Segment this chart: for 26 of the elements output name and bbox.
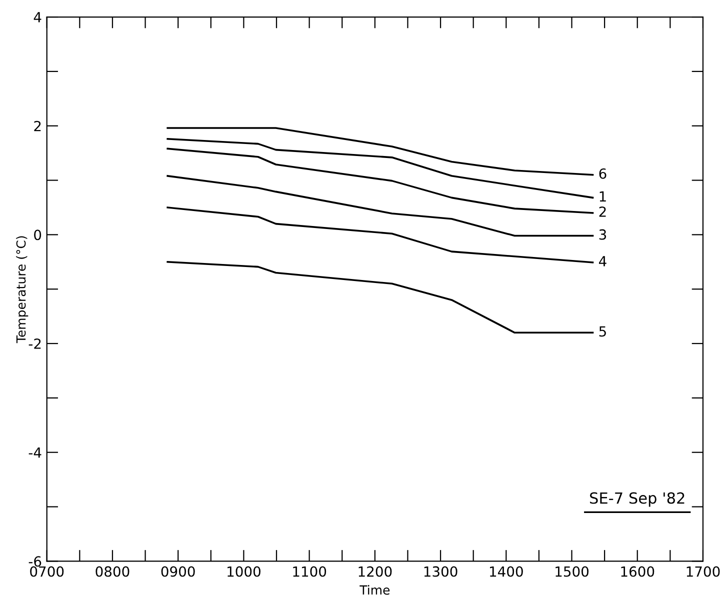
series-label: 1: [600, 191, 606, 202]
x-tick-label: 1100: [293, 566, 326, 577]
y-axis-title: Temperature (°C): [16, 236, 28, 344]
series-label: 5: [599, 326, 606, 337]
x-tick-label: 0900: [161, 566, 195, 577]
x-tick-label: 0800: [96, 566, 130, 577]
x-tick-label: 1600: [621, 566, 654, 577]
y-tick-label: 4: [34, 12, 42, 22]
y-tick-label: -2: [28, 338, 41, 349]
x-tick-label: 1300: [424, 566, 458, 577]
series-label: 3: [599, 229, 606, 240]
annotation: SE-7 Sep '82: [590, 492, 684, 507]
x-tick-label: 1500: [556, 566, 589, 577]
x-tick-label: 1000: [228, 566, 260, 577]
series-label: 2: [599, 206, 606, 217]
x-tick-label: 0700: [30, 566, 64, 577]
y-tick-label: -4: [28, 448, 42, 458]
x-axis-title: Time: [360, 585, 390, 595]
x-tick-label: 1200: [358, 566, 392, 577]
y-tick-label: 2: [34, 120, 41, 132]
y-tick-label: 0: [34, 230, 42, 240]
x-tick-label: 1700: [686, 566, 720, 577]
series-label: 4: [598, 256, 606, 266]
x-tick-label: 1400: [490, 566, 523, 577]
series-label: 6: [599, 168, 606, 179]
y-tick-label: -6: [28, 556, 42, 567]
